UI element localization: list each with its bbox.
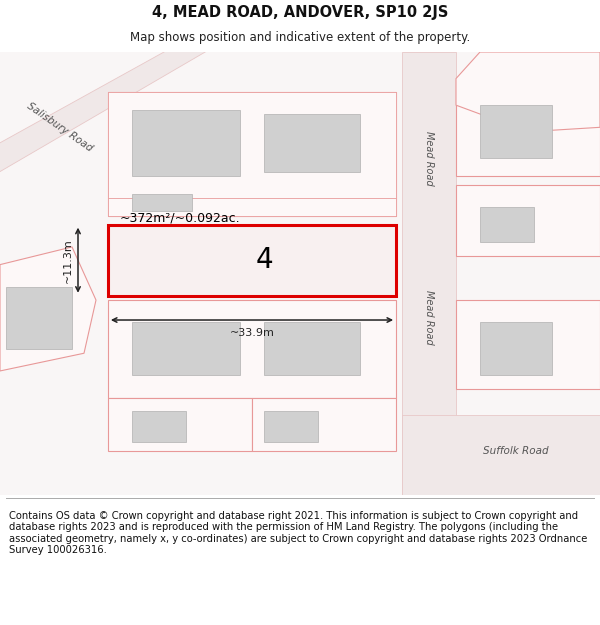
Polygon shape [402,415,600,495]
Bar [456,79,600,176]
Text: ~372m²/~0.092ac.: ~372m²/~0.092ac. [120,212,241,224]
Text: Suffolk Road: Suffolk Road [483,446,549,456]
Bar [456,300,600,389]
Bar [480,322,552,376]
Bar [480,105,552,158]
Bar [108,92,396,198]
Bar [456,185,600,256]
Polygon shape [0,16,228,172]
Bar [264,322,360,376]
Text: 4, MEAD ROAD, ANDOVER, SP10 2JS: 4, MEAD ROAD, ANDOVER, SP10 2JS [152,6,448,21]
Bar [132,411,186,442]
Bar [6,287,72,349]
Bar [264,114,360,172]
Text: ~33.9m: ~33.9m [230,328,274,338]
Text: 4: 4 [255,246,273,274]
Polygon shape [0,247,96,371]
Bar [132,322,240,376]
Text: Mead Road: Mead Road [424,131,434,186]
Bar [108,398,252,451]
Text: ~11.3m: ~11.3m [63,238,73,282]
Bar [264,411,318,442]
Bar [132,109,240,176]
Text: Mead Road: Mead Road [424,291,434,345]
Bar [168,234,288,287]
Bar [132,194,192,211]
Text: Map shows position and indicative extent of the property.: Map shows position and indicative extent… [130,31,470,44]
Polygon shape [456,52,600,132]
Bar [108,300,396,398]
Text: Salisbury Road: Salisbury Road [25,101,95,154]
Bar [480,207,534,242]
Bar [108,225,396,296]
Bar [108,92,396,216]
Bar [108,198,396,216]
Bar [402,52,456,495]
Bar [252,398,396,451]
Text: Contains OS data © Crown copyright and database right 2021. This information is : Contains OS data © Crown copyright and d… [9,511,587,556]
